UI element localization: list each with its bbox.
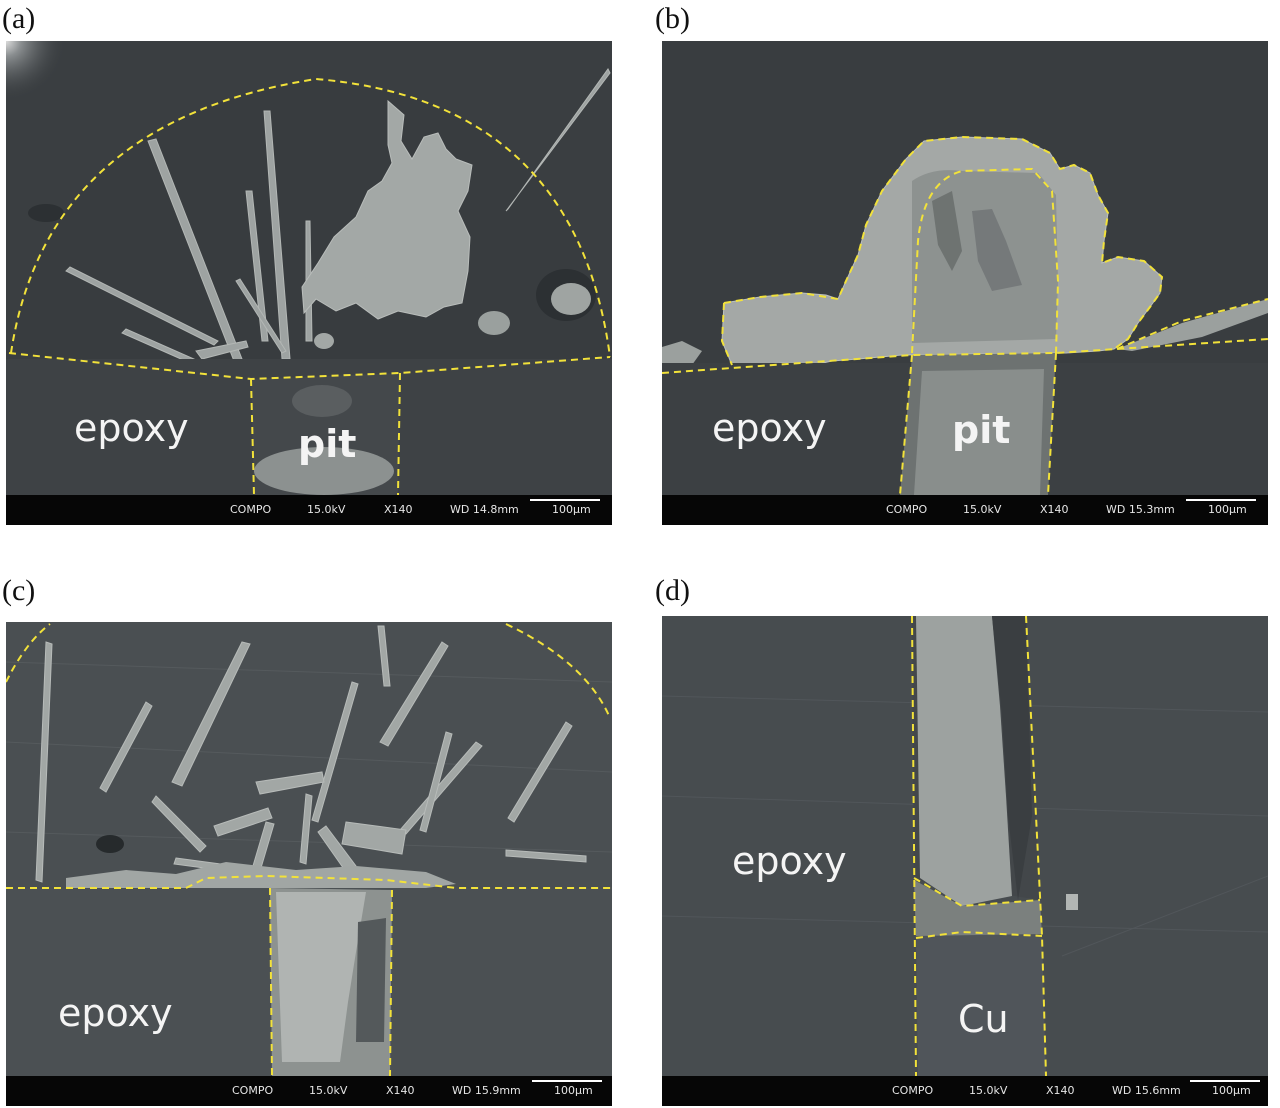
panel-c-wd: WD 15.9mm	[452, 1084, 521, 1097]
panel-b-label-pit: pit	[952, 408, 1011, 452]
panel-d-scale-bar	[1190, 1080, 1260, 1082]
panel-a-image	[6, 41, 612, 525]
panel-a-scale-bar	[530, 499, 600, 501]
panel-b-mag: X140	[1040, 503, 1069, 516]
panel-d-label-cu: Cu	[958, 997, 1009, 1041]
panel-b-micrograph: epoxy pit COMPO 15.0kV X140 WD 15.3mm 10…	[662, 41, 1268, 525]
panel-a-wd: WD 14.8mm	[450, 503, 519, 516]
panel-b-outline	[662, 135, 1268, 496]
panel-c-outline	[6, 623, 612, 1077]
panel-d-micrograph: epoxy Cu COMPO 15.0kV X140 WD 15.6mm 100…	[662, 616, 1268, 1106]
panel-c-letter: (c)	[2, 574, 36, 607]
panel-d-mag: X140	[1046, 1084, 1075, 1097]
panel-a-letter: (a)	[2, 2, 36, 35]
panel-c-voltage: 15.0kV	[309, 1084, 348, 1097]
panel-b-scale: 100µm	[1208, 503, 1247, 516]
panel-d-scale: 100µm	[1212, 1084, 1251, 1097]
panel-a-info-bar: COMPO 15.0kV X140 WD 14.8mm 100µm	[6, 495, 612, 525]
panel-c-info-bar: COMPO 15.0kV X140 WD 15.9mm 100µm	[6, 1076, 612, 1106]
panel-b-wd: WD 15.3mm	[1106, 503, 1175, 516]
panel-d-image	[662, 616, 1268, 1106]
panel-b-label-epoxy: epoxy	[712, 406, 827, 450]
panel-b-image	[662, 41, 1268, 525]
panel-c-mag: X140	[386, 1084, 415, 1097]
panel-c-mode: COMPO	[232, 1084, 274, 1097]
panel-d-wd: WD 15.6mm	[1112, 1084, 1181, 1097]
panel-a-label-epoxy: epoxy	[74, 406, 189, 450]
panel-d-mode: COMPO	[892, 1084, 934, 1097]
panel-a-label-pit: pit	[298, 422, 357, 466]
panel-c-scale-bar	[532, 1080, 602, 1082]
panel-d-voltage: 15.0kV	[969, 1084, 1008, 1097]
panel-b-voltage: 15.0kV	[963, 503, 1002, 516]
panel-a-scale: 100µm	[552, 503, 591, 516]
panel-d-label-epoxy: epoxy	[732, 839, 847, 883]
panel-d-info-bar: COMPO 15.0kV X140 WD 15.6mm 100µm	[662, 1076, 1268, 1106]
panel-a-outline	[8, 77, 611, 496]
panel-c-label-epoxy: epoxy	[58, 991, 173, 1035]
panel-a-mode: COMPO	[230, 503, 272, 516]
panel-d-outline	[911, 616, 1047, 1077]
panel-b-mode: COMPO	[886, 503, 928, 516]
panel-a-voltage: 15.0kV	[307, 503, 346, 516]
panel-a-mag: X140	[384, 503, 413, 516]
panel-a-micrograph: epoxy pit COMPO 15.0kV X140 WD 14.8mm 10…	[6, 41, 612, 525]
panel-c-micrograph: epoxy COMPO 15.0kV X140 WD 15.9mm 100µm	[6, 622, 612, 1106]
panel-a-deposit	[301, 99, 473, 320]
panel-b-info-bar: COMPO 15.0kV X140 WD 15.3mm 100µm	[662, 495, 1268, 525]
panel-b-scale-bar	[1186, 499, 1256, 501]
panel-b-letter: (b)	[655, 2, 690, 35]
panel-c-image	[6, 622, 612, 1106]
panel-c-scale: 100µm	[554, 1084, 593, 1097]
panel-d-letter: (d)	[655, 574, 690, 607]
